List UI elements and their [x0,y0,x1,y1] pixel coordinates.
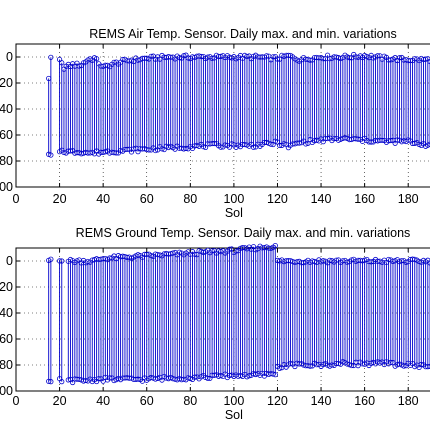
y-tick-label: -40 [0,306,13,320]
min-point [324,135,331,142]
x-tick-label: 140 [311,192,332,206]
min-point [131,146,137,152]
max-point [48,256,54,262]
max-point [196,248,202,254]
x-tick-label: 120 [267,192,288,206]
min-point [331,136,337,142]
x-tick-label: 0 [13,394,20,408]
max-point [94,56,100,62]
min-point [192,374,198,380]
y-tick-label: -80 [0,154,13,168]
x-tick-label: 180 [398,192,419,206]
min-point [113,150,119,156]
min-point [246,373,252,379]
x-tick-label: 0 [13,192,20,206]
max-point [407,57,413,64]
min-point [152,147,159,154]
min-point [48,152,54,158]
min-point [368,139,374,145]
x-axis-label: Sol [225,408,243,422]
max-point [198,53,204,60]
x-tick-label: 40 [96,192,110,206]
max-point [176,55,183,61]
max-point [144,55,150,61]
y-tick-label: -20 [0,280,13,294]
min-point [59,379,65,385]
x-axis-label: Sol [225,206,243,220]
y-tick-label: -40 [0,102,13,116]
x-tick-label: 80 [183,192,197,206]
x-tick-label: 60 [140,192,154,206]
max-point [412,56,418,62]
x-tick-label: 120 [267,394,288,408]
min-point [401,363,407,369]
min-point [205,375,211,381]
max-point [48,54,54,60]
y-tick-label: -20 [0,76,13,90]
x-tick-label: 160 [354,192,375,206]
min-point [65,377,71,383]
x-tick-label: 20 [53,192,67,206]
max-point [274,56,281,62]
air-temp-panel: REMS Air Temp. Sensor. Daily max. and mi… [0,27,430,220]
min-point [272,372,278,378]
max-point [148,252,154,259]
min-point [277,365,283,371]
max-point [272,242,278,249]
max-point [320,258,326,264]
max-point [59,60,65,66]
x-tick-label: 180 [398,394,419,408]
min-point [218,144,224,150]
min-point [277,142,283,148]
x-tick-label: 20 [53,394,67,408]
max-point [333,54,339,60]
y-tick-label: -80 [0,358,13,372]
min-point [202,144,209,151]
min-point [303,141,309,147]
min-point [307,363,313,369]
max-point [56,258,63,264]
max-point [327,257,333,263]
max-point [102,62,108,68]
y-tick-label: 0 [6,50,13,64]
max-point [192,251,198,257]
min-point [425,364,430,370]
x-tick-label: 60 [140,394,154,408]
min-point [124,146,130,152]
max-point [263,53,270,59]
min-point [250,144,257,150]
min-point [152,376,159,382]
min-point [348,362,355,369]
max-point [385,256,392,263]
x-tick-label: 140 [311,394,332,408]
x-tick-label: 40 [96,394,110,408]
x-tick-label: 100 [223,192,244,206]
y-tick-label: -60 [0,128,13,142]
max-point [59,258,65,264]
min-point [296,140,302,146]
y-tick-label: 0 [6,254,13,268]
min-point [314,362,320,368]
ground-temp-panel: REMS Ground Temp. Sensor. Daily max. and… [0,226,430,422]
x-tick-label: 160 [354,394,375,408]
y-tick-label: -100 [0,180,13,194]
min-point [48,379,54,385]
min-point [67,148,74,154]
max-point [375,53,381,59]
max-point [311,258,318,265]
max-point [346,55,352,61]
y-tick-label: -60 [0,332,13,346]
x-tick-label: 100 [223,394,244,408]
min-point [388,137,394,144]
chart-title: REMS Ground Temp. Sensor. Daily max. and… [76,226,411,240]
y-tick-label: -100 [0,384,13,398]
x-tick-label: 80 [183,394,197,408]
max-point [285,52,291,58]
chart-title: REMS Air Temp. Sensor. Daily max. and mi… [89,27,397,41]
